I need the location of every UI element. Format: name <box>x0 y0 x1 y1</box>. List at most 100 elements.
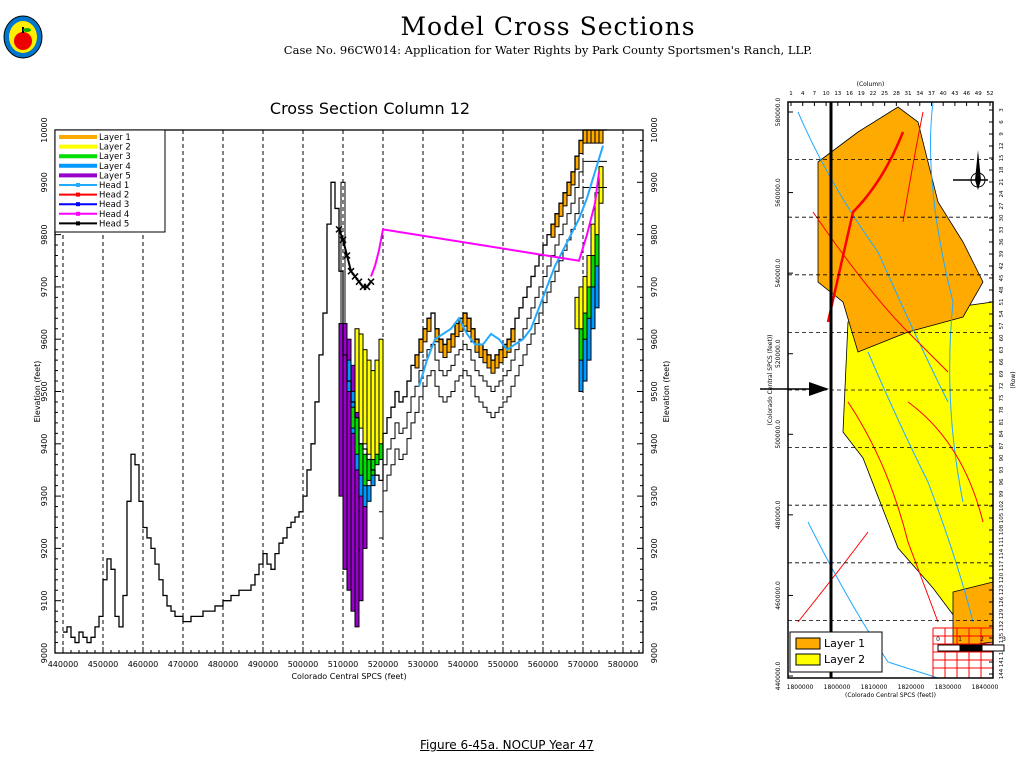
y-tick-label: 9700 <box>40 277 49 297</box>
column-tick-label: 52 <box>987 91 994 97</box>
x-tick-label: 520000 <box>368 660 399 669</box>
y-tick-label-right: 9100 <box>650 591 659 611</box>
row-tick-label: 18 <box>999 166 1005 173</box>
layer2-cell <box>374 359 380 455</box>
row-tick-label: 72 <box>999 383 1005 390</box>
map-x-tick-label: 1820000 <box>898 684 925 691</box>
layer-right-cell <box>590 286 596 330</box>
layer1-cell <box>590 129 596 144</box>
row-tick-label: 144 <box>999 668 1005 679</box>
head-line-head1 <box>418 145 604 387</box>
row-tick-label: 36 <box>999 238 1005 245</box>
right-axis-label: (Row) <box>1010 371 1017 388</box>
row-tick-label: 93 <box>999 466 1005 473</box>
road-line <box>847 401 939 623</box>
layer-bottom-line <box>379 187 607 539</box>
legend-marker <box>76 211 80 216</box>
row-tick-label: 45 <box>999 274 1005 281</box>
scale-bar-label: 1 <box>958 636 962 643</box>
head5-marker <box>339 236 347 244</box>
row-tick-label: 123 <box>999 584 1005 595</box>
legend-label: Layer 4 <box>99 162 131 172</box>
road-line <box>907 401 984 523</box>
x-tick-label: 560000 <box>528 660 559 669</box>
head5-marker <box>367 278 375 286</box>
river-line <box>930 101 964 503</box>
row-tick-label: 15 <box>999 154 1005 161</box>
layer-right-cell <box>582 275 588 314</box>
y-tick-label-right: 9500 <box>650 381 659 401</box>
layer4-cell <box>366 485 372 502</box>
logo <box>2 14 44 60</box>
scale-bar: 0 1 2 3 <box>936 636 1006 652</box>
row-tick-label: 51 <box>999 299 1005 306</box>
layer2-cell <box>354 328 360 413</box>
river-line <box>797 111 949 403</box>
figure-caption: Figure 6-45a. NOCUP Year 47 <box>420 738 594 752</box>
legend-marker <box>76 192 80 197</box>
row-tick-label: 69 <box>999 370 1005 377</box>
plot-frame <box>54 129 644 654</box>
row-tick-label: 54 <box>999 310 1005 317</box>
map-y-tick-label: 540000.0 <box>775 259 782 288</box>
map-y-tick-label: 580000.0 <box>775 98 782 127</box>
layer-right-cell <box>586 286 592 319</box>
map-x-tick-label: 1840000 <box>972 684 999 691</box>
top-axis-label: (Column) <box>857 81 885 88</box>
scale-bar-label: 0 <box>936 636 940 643</box>
x-tick-label: 440000 <box>48 660 79 669</box>
legend-marker <box>76 221 80 226</box>
x-tick-label: 460000 <box>128 660 159 669</box>
y-tick-label: 9500 <box>40 381 49 401</box>
column-tick-label: 19 <box>858 91 865 97</box>
cross-section-chart: Cross Section Column 12 440000 450000 4600… <box>33 99 671 681</box>
x-tick-label: 580000 <box>608 660 639 669</box>
y-tick-label-right: 9000 <box>650 643 659 663</box>
head5-marker <box>347 267 355 275</box>
map-x-tick-label: 1810000 <box>861 684 888 691</box>
row-tick-label: 111 <box>999 537 1005 548</box>
column-tick-label: 40 <box>940 91 947 97</box>
row-tick-label: 78 <box>999 406 1005 413</box>
legend-label: Head 3 <box>99 200 129 210</box>
y-tick-label: 9100 <box>40 591 49 611</box>
y-tick-label: 9200 <box>40 538 49 558</box>
x-tick-label: 570000 <box>568 660 599 669</box>
column-tick-label: 13 <box>834 91 841 97</box>
row-tick-label: 90 <box>999 454 1005 461</box>
map-x-tick-label: 1830000 <box>935 684 962 691</box>
layer-right-cell <box>594 265 600 309</box>
map-legend-swatch <box>795 637 821 650</box>
y-tick-label: 10000 <box>40 117 49 142</box>
x-tick-label: 480000 <box>208 660 239 669</box>
layer2-cell <box>370 370 376 460</box>
head5-marker <box>343 251 351 260</box>
layer2-cell <box>358 333 364 429</box>
y-tick-label-right: 9700 <box>650 277 659 297</box>
row-tick-label: 9 <box>999 132 1005 136</box>
layer-right-cell <box>590 223 596 257</box>
y-tick-label: 9000 <box>40 643 49 663</box>
road-line <box>902 111 924 223</box>
map-y-tick-label: 460000.0 <box>775 581 782 610</box>
x-axis-label: Colorado Central SPCS (feet) <box>291 672 406 681</box>
section-arrow-head <box>809 382 829 396</box>
head5-marker <box>363 283 371 291</box>
legend-label: Layer 2 <box>99 143 131 153</box>
y-tick-label: 9900 <box>40 172 49 192</box>
row-tick-label: 3 <box>999 108 1005 112</box>
column-tick-label: 7 <box>813 91 817 97</box>
legend-label: Layer 3 <box>99 152 131 162</box>
head-line-head4 <box>370 171 600 277</box>
scale-bar-label: 3 <box>1002 636 1006 643</box>
head5-marker <box>351 272 359 280</box>
column-tick-label: 49 <box>975 91 982 97</box>
layer1-cell <box>490 359 496 374</box>
column-tick-label: 37 <box>928 91 935 97</box>
layer-right-cell <box>578 286 584 330</box>
legend-label: Head 1 <box>99 181 129 191</box>
apple-seal-logo-icon <box>3 15 43 59</box>
column-tick-label: 4 <box>801 91 805 97</box>
layer-right-cell <box>598 166 604 204</box>
